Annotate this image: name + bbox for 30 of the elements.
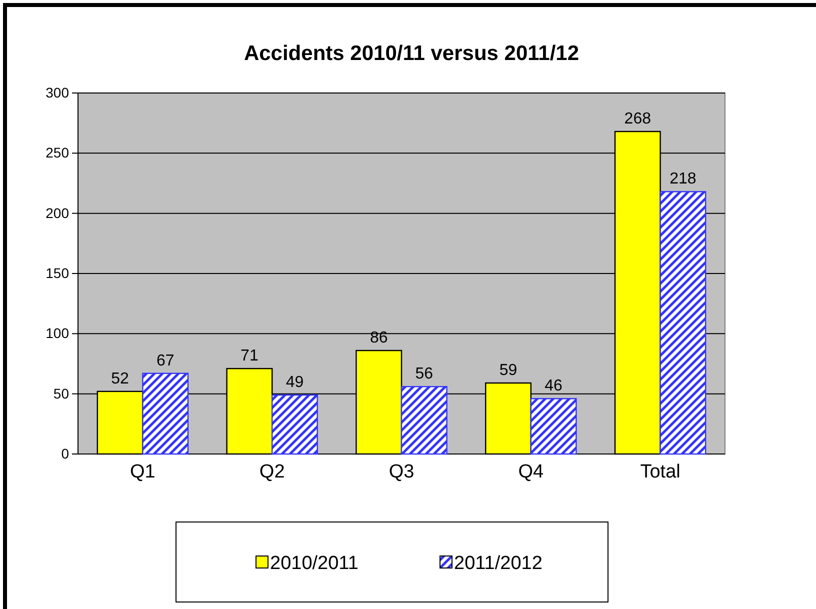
y-tick-label: 300 <box>46 84 70 100</box>
data-label: 49 <box>286 374 304 392</box>
data-label: 56 <box>415 366 434 383</box>
legend-label: 2011/2012 <box>454 553 542 574</box>
bar <box>272 394 318 455</box>
data-label: 59 <box>499 362 518 380</box>
bar <box>530 398 577 455</box>
bar <box>660 191 706 455</box>
bar <box>400 386 448 455</box>
y-tick-label: 200 <box>46 204 70 221</box>
x-tick-label: Q2 <box>259 461 285 482</box>
x-tick-label: Q4 <box>518 461 544 482</box>
data-label: 67 <box>156 352 174 370</box>
chart-title: Accidents 2010/11 versus 2011/12 <box>244 42 580 65</box>
y-tick-label: 0 <box>61 445 70 462</box>
data-label: 218 <box>670 170 696 188</box>
x-tick-label: Total <box>640 461 680 482</box>
legend-label: 2010/2011 <box>270 553 358 574</box>
y-tick-label: 250 <box>46 144 70 161</box>
data-label: 86 <box>370 330 388 347</box>
y-tick-label: 50 <box>53 385 70 402</box>
x-tick-label: Q3 <box>388 461 414 482</box>
data-label: 52 <box>111 370 130 388</box>
data-label: 268 <box>624 110 652 128</box>
x-tick-label: Q1 <box>130 461 156 482</box>
bar <box>142 372 189 455</box>
data-label: 46 <box>544 378 563 395</box>
y-tick-label: 100 <box>46 325 70 342</box>
y-tick-label: 150 <box>46 264 70 281</box>
data-label: 71 <box>240 348 258 365</box>
